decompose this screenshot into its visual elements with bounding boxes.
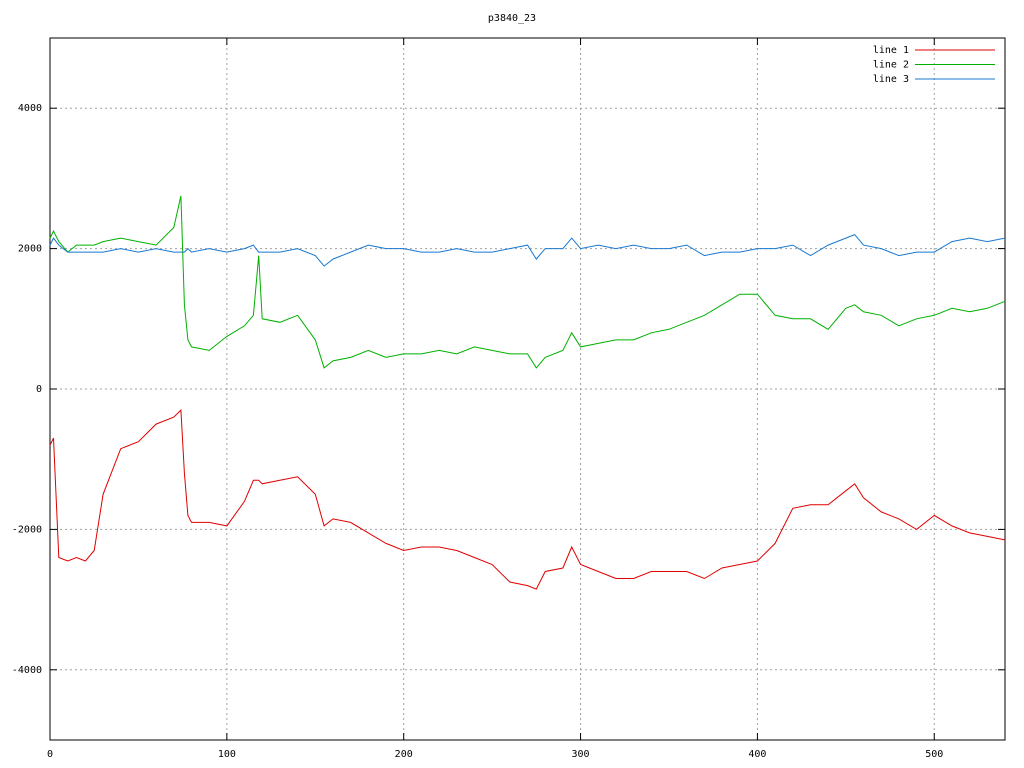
x-tick-label: 500: [925, 749, 943, 760]
y-tick-label: 0: [36, 384, 42, 395]
legend-label: line 1: [873, 45, 909, 56]
x-tick-label: 200: [395, 749, 413, 760]
x-tick-label: 100: [218, 749, 236, 760]
legend-label: line 2: [873, 60, 909, 71]
data-line: [49, 234, 1006, 267]
y-tick-label: 4000: [18, 103, 42, 114]
x-tick-label: 0: [47, 749, 53, 760]
y-tick-label: 2000: [18, 244, 42, 255]
y-tick-label: -2000: [12, 524, 42, 535]
legend-label: line 3: [873, 74, 909, 85]
y-tick-label: -4000: [12, 665, 42, 676]
data-line: [49, 195, 1006, 369]
x-tick-label: 400: [748, 749, 766, 760]
data-line: [49, 408, 1006, 590]
x-tick-label: 300: [572, 749, 590, 760]
plot-frame: [49, 37, 1006, 741]
chart-title: p3840_23: [488, 13, 536, 24]
